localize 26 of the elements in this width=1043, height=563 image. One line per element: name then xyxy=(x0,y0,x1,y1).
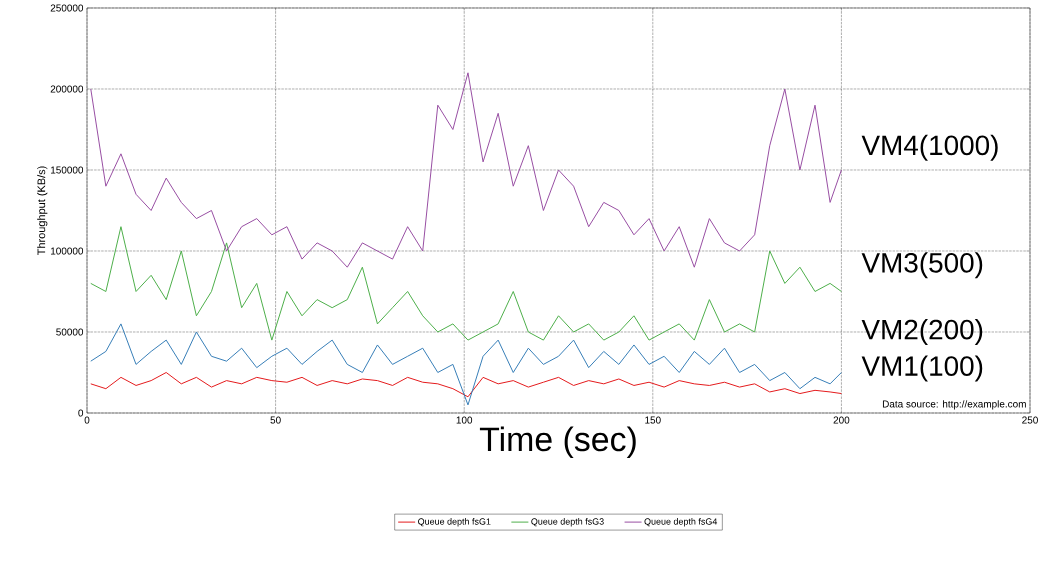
y-tick-label: 0 xyxy=(78,409,84,417)
annotation: Data source: http://example.com xyxy=(882,400,1026,410)
legend-label: Queue depth fsG1 xyxy=(418,518,491,527)
y-tick-label: 200000 xyxy=(50,85,84,93)
annotation: VM2(200) xyxy=(861,319,983,345)
x-tick-label: 50 xyxy=(270,416,281,424)
x-tick-label: 0 xyxy=(84,416,90,424)
legend-label: Queue depth fsG3 xyxy=(531,518,604,527)
y-axis-title: Throughput (KB/s) xyxy=(37,166,48,256)
x-tick-label: 100 xyxy=(456,416,473,424)
line-series xyxy=(90,372,842,398)
x-tick-label: 250 xyxy=(1022,416,1038,424)
y-tick-label: 150000 xyxy=(51,166,84,174)
annotation: VM4(1000) xyxy=(861,134,998,161)
y-tick-label: 100000 xyxy=(51,247,84,255)
annotation: VM1(100) xyxy=(861,355,983,382)
y-tick-label: 50000 xyxy=(56,328,84,336)
x-tick-label: 150 xyxy=(645,416,661,424)
legend-label: Queue depth fsG4 xyxy=(644,518,718,527)
line-series xyxy=(90,323,842,406)
line-series xyxy=(90,72,842,268)
x-axis-title: Time (sec) xyxy=(479,426,636,458)
annotation: VM3(500) xyxy=(861,252,983,279)
line-series xyxy=(90,226,842,341)
y-tick-label: 250000 xyxy=(50,4,84,12)
x-tick-label: 200 xyxy=(833,416,850,424)
